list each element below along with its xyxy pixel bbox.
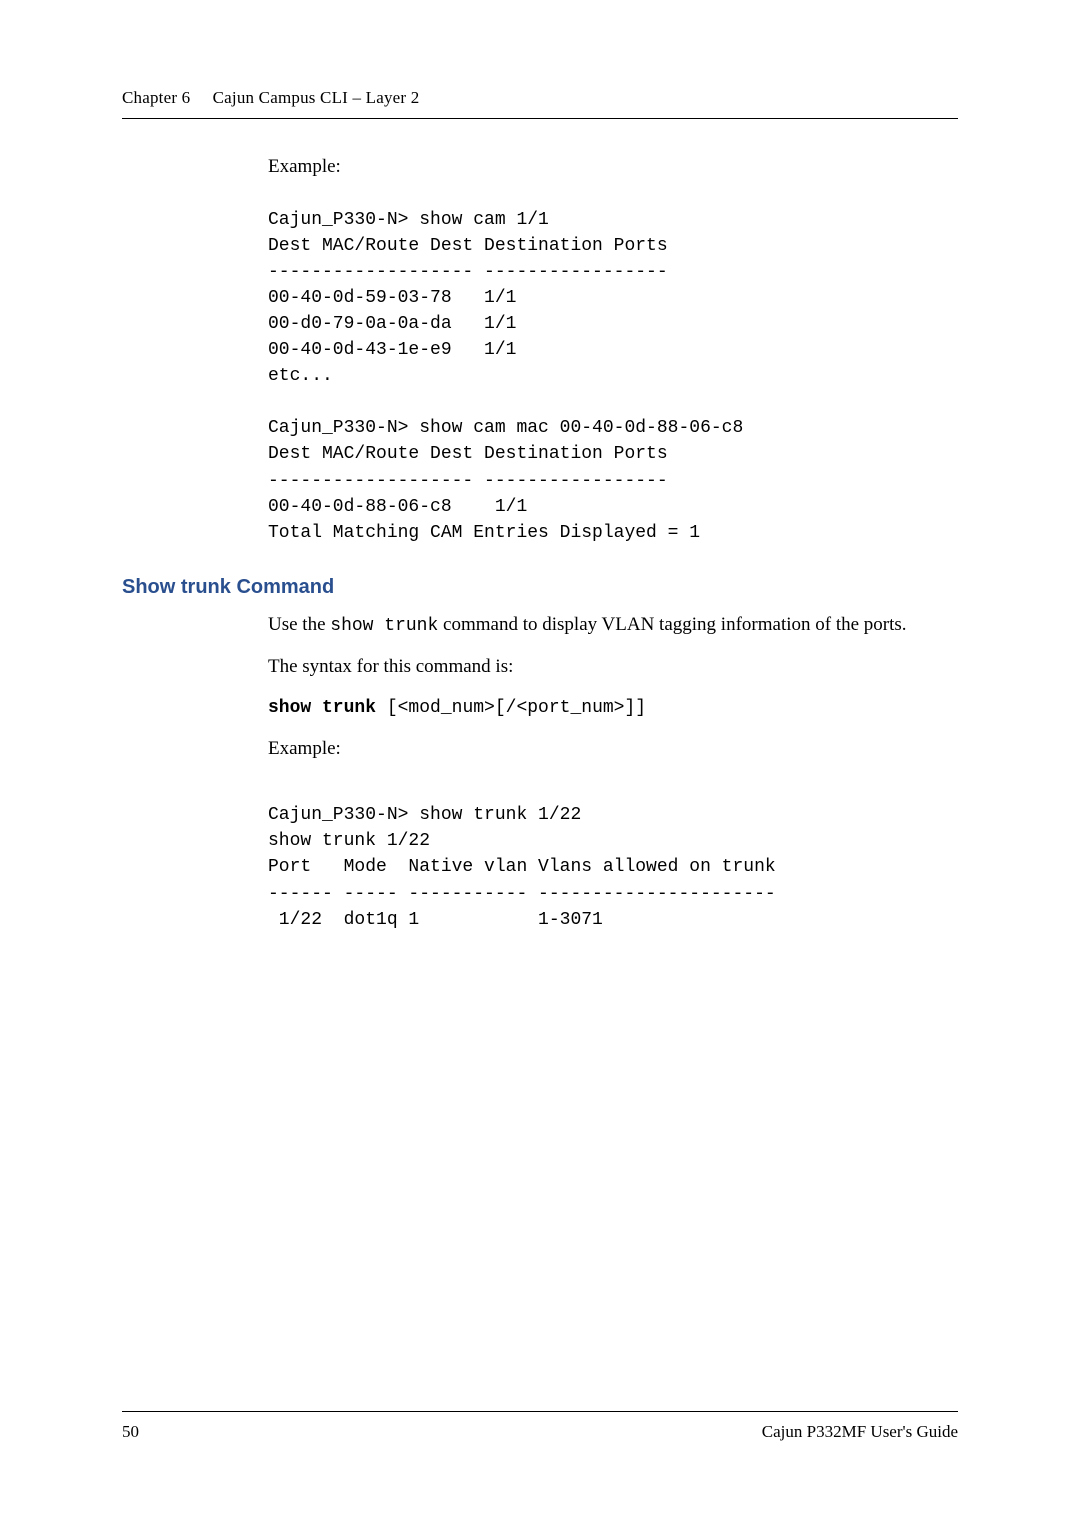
code-line: etc... [268, 366, 333, 386]
syntax-bold: show trunk [268, 698, 376, 718]
page-footer: 50 Cajun P332MF User's Guide [122, 1411, 958, 1442]
code-line: Dest MAC/Route Dest Destination Ports [268, 444, 668, 464]
code-line: Cajun_P330-N> show trunk 1/22 [268, 805, 581, 825]
code-line: 00-40-0d-59-03-78 1/1 [268, 288, 516, 308]
code-line: 00-40-0d-88-06-c8 1/1 [268, 497, 527, 517]
chapter-label: Chapter 6 [122, 88, 190, 107]
code-line: show trunk 1/22 [268, 831, 430, 851]
code-line: Dest MAC/Route Dest Destination Ports [268, 236, 668, 256]
intro-paragraph: Use the show trunk command to display VL… [268, 611, 958, 639]
example-label: Example: [268, 153, 958, 181]
page-header: Chapter 6 Cajun Campus CLI – Layer 2 [122, 88, 958, 119]
code-line: 00-40-0d-43-1e-e9 1/1 [268, 340, 516, 360]
code-line: ------ ----- ----------- ---------------… [268, 884, 776, 904]
code-block-trunk: Cajun_P330-N> show trunk 1/22 show trunk… [268, 776, 958, 933]
section-heading: Show trunk Command [122, 576, 958, 599]
syntax-line: show trunk [<mod_num>[/<port_num>]] [268, 695, 958, 721]
intro-prefix: Use the [268, 614, 330, 635]
code-line: Total Matching CAM Entries Displayed = 1 [268, 523, 700, 543]
code-line: 00-d0-79-0a-0a-da 1/1 [268, 314, 516, 334]
syntax-label: The syntax for this command is: [268, 653, 958, 681]
syntax-rest: [<mod_num>[/<port_num>]] [376, 698, 646, 718]
inline-code: show trunk [330, 616, 438, 636]
page-number: 50 [122, 1422, 139, 1442]
intro-suffix: command to display VLAN tagging informat… [438, 614, 906, 635]
code-block-cam: Cajun_P330-N> show cam 1/1 Dest MAC/Rout… [268, 181, 958, 546]
chapter-title: Cajun Campus CLI – Layer 2 [213, 88, 420, 107]
code-line: 1/22 dot1q 1 1-3071 [268, 910, 603, 930]
code-line: Cajun_P330-N> show cam 1/1 [268, 210, 549, 230]
code-line: ------------------- ----------------- [268, 471, 668, 491]
code-line: ------------------- ----------------- [268, 262, 668, 282]
example-label: Example: [268, 735, 958, 763]
code-line: Cajun_P330-N> show cam mac 00-40-0d-88-0… [268, 418, 743, 438]
code-line: Port Mode Native vlan Vlans allowed on t… [268, 857, 776, 877]
guide-title: Cajun P332MF User's Guide [762, 1422, 958, 1442]
